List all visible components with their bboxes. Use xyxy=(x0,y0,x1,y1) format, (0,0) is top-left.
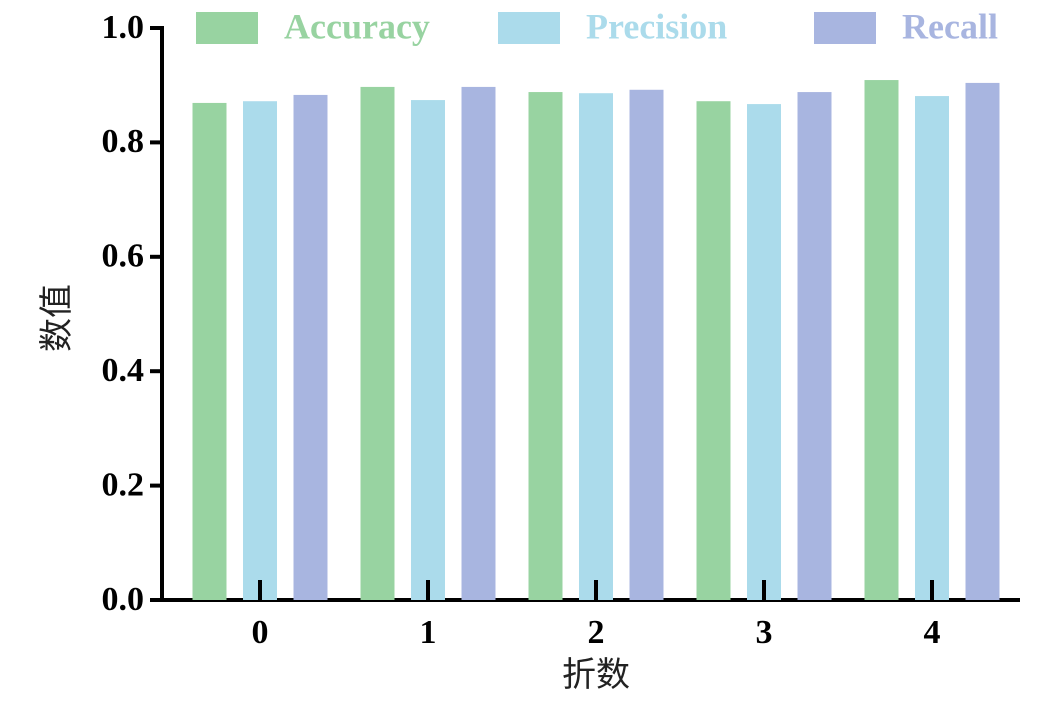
bar xyxy=(243,101,277,600)
bar xyxy=(696,101,731,600)
y-tick-label: 0.6 xyxy=(102,238,145,275)
bar xyxy=(629,89,664,600)
bar xyxy=(915,96,949,601)
x-tick-label: 3 xyxy=(756,614,773,651)
legend-swatch xyxy=(498,12,560,44)
legend-label: Accuracy xyxy=(284,6,430,46)
x-tick-label: 2 xyxy=(588,614,605,651)
bar xyxy=(579,93,613,600)
y-tick-label: 0.4 xyxy=(102,352,145,389)
bar xyxy=(461,86,496,600)
bar xyxy=(411,100,445,601)
legend-label: Recall xyxy=(902,6,998,46)
legend-label: Precision xyxy=(586,6,727,46)
legend-swatch xyxy=(196,12,258,44)
bar xyxy=(797,92,832,601)
y-tick-label: 0.8 xyxy=(102,123,145,160)
bar xyxy=(965,82,1000,601)
x-axis-label: 折数 xyxy=(562,656,630,694)
x-tick-label: 0 xyxy=(252,614,269,651)
x-tick-label: 4 xyxy=(924,614,941,651)
bar xyxy=(864,80,899,600)
y-tick-label: 0.2 xyxy=(102,466,145,503)
bar xyxy=(747,104,781,601)
y-tick-label: 0.0 xyxy=(102,581,145,618)
y-axis-label: 数值 xyxy=(38,284,76,352)
legend-swatch xyxy=(814,12,876,44)
bar xyxy=(192,102,227,600)
y-tick-label: 1.0 xyxy=(102,9,145,46)
x-tick-label: 1 xyxy=(420,614,437,651)
bar xyxy=(360,86,395,600)
bar xyxy=(528,92,563,601)
bar xyxy=(293,94,328,600)
